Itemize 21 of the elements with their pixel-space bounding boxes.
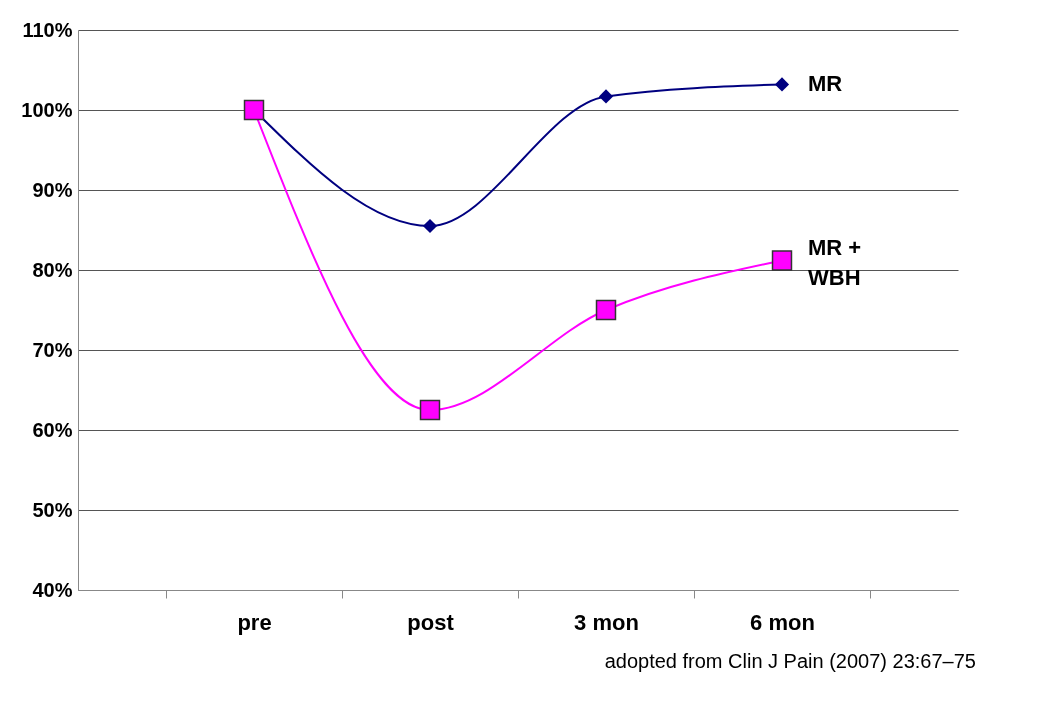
- point: [598, 89, 614, 104]
- x-tick-label: pre: [237, 609, 272, 635]
- y-tick-label: 100%: [21, 98, 73, 121]
- y-tick-label: 50%: [32, 498, 73, 521]
- y-tick-label: 90%: [32, 178, 73, 201]
- y-tick-label: 60%: [32, 418, 73, 441]
- point: [419, 399, 441, 421]
- series-label: MR + WBH: [808, 235, 862, 291]
- point: [422, 218, 438, 234]
- y-tick-label: 70%: [32, 338, 73, 361]
- point: [774, 77, 790, 92]
- y-tick-label: 110%: [22, 18, 73, 41]
- y-tick-label: 40%: [32, 578, 73, 601]
- x-tick-label: 6 mon: [750, 609, 815, 635]
- point: [771, 250, 793, 271]
- x-tick-label: 3 mon: [574, 609, 639, 635]
- series-label: MR: [808, 71, 843, 97]
- x-tick-label: post: [407, 609, 455, 635]
- point: [595, 299, 617, 321]
- y-tick-label: 80%: [32, 258, 73, 281]
- text: adopted from Clin J Pain (2007) 23:67–75: [604, 650, 976, 672]
